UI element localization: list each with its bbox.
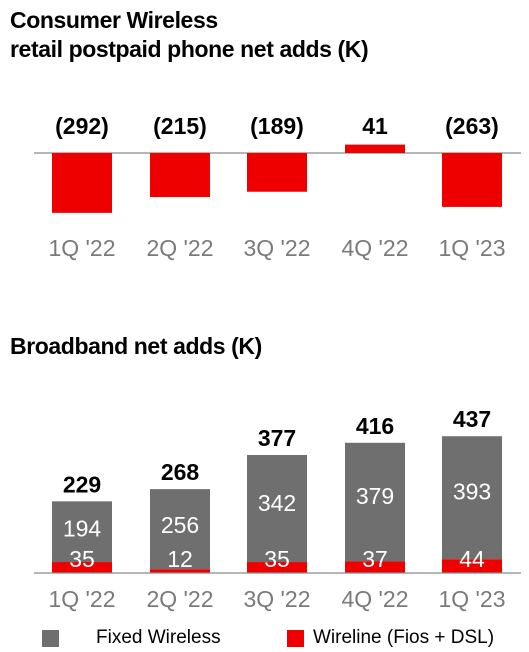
chart2-total-label: 268 bbox=[161, 459, 200, 485]
chart1-title-line2: retail postpaid phone net adds (K) bbox=[10, 36, 369, 62]
chart2-bar-wireline bbox=[52, 562, 112, 573]
legend-swatch-wireline bbox=[287, 630, 304, 647]
chart1-category-label: 1Q '22 bbox=[48, 235, 115, 261]
chart2-fixed-wireless-label: 256 bbox=[161, 512, 199, 538]
chart2-wireline-label: 37 bbox=[362, 546, 388, 572]
chart2-bar-fixed-wireless bbox=[150, 489, 210, 570]
chart2-total-label: 377 bbox=[258, 425, 296, 451]
chart1-category-label: 3Q '22 bbox=[243, 235, 310, 261]
chart2-category-label: 3Q '22 bbox=[243, 586, 310, 612]
chart2-total-label: 416 bbox=[356, 413, 394, 439]
chart2-bar-fixed-wireless bbox=[52, 501, 112, 563]
chart1-bar bbox=[442, 153, 502, 207]
chart2-title: Broadband net adds (K) bbox=[10, 333, 262, 359]
chart2-fixed-wireless-label: 379 bbox=[356, 483, 394, 509]
chart1-bar bbox=[345, 144, 405, 153]
chart1-title: Consumer Wireless retail postpaid phone … bbox=[10, 6, 369, 64]
chart2-bar-wireline bbox=[345, 561, 405, 573]
chart2-total-label: 437 bbox=[453, 406, 491, 432]
chart2-bar-wireline bbox=[442, 559, 502, 573]
chart2-wireline-label: 35 bbox=[69, 546, 95, 572]
chart2-bar-fixed-wireless bbox=[345, 442, 405, 562]
chart1-value-label: (215) bbox=[153, 113, 207, 139]
chart1-bar bbox=[150, 153, 210, 198]
legend-label-wireline: Wireline (Fios + DSL) bbox=[313, 627, 495, 648]
chart1-value-label: (189) bbox=[250, 113, 304, 139]
chart2-fixed-wireless-label: 342 bbox=[258, 490, 296, 516]
chart1-category-label: 1Q '23 bbox=[438, 235, 505, 261]
chart2-total-label: 229 bbox=[63, 471, 101, 497]
chart2-wireline-label: 44 bbox=[459, 546, 485, 572]
chart2-bar-wireline bbox=[150, 569, 210, 573]
chart1-value-label: (263) bbox=[445, 113, 499, 139]
legend-swatch-fixed-wireless bbox=[42, 630, 59, 647]
chart1-bar bbox=[247, 153, 307, 192]
chart1-bar bbox=[52, 153, 112, 213]
chart2-wireline-label: 12 bbox=[167, 546, 193, 572]
chart2-bar-fixed-wireless bbox=[247, 454, 307, 563]
chart2-fixed-wireless-label: 194 bbox=[63, 516, 102, 542]
legend-label-fixed-wireless: Fixed Wireless bbox=[96, 627, 221, 648]
chart2-category-label: 4Q '22 bbox=[341, 586, 408, 612]
chart2-bar-wireline bbox=[247, 562, 307, 573]
chart2-bar-fixed-wireless bbox=[442, 436, 502, 560]
chart2-category-label: 1Q '22 bbox=[48, 586, 115, 612]
chart2-category-label: 2Q '22 bbox=[146, 586, 213, 612]
chart1-category-label: 2Q '22 bbox=[146, 235, 213, 261]
chart2-wireline-label: 35 bbox=[264, 546, 290, 572]
chart1-value-label: (292) bbox=[55, 113, 109, 139]
chart2-fixed-wireless-label: 393 bbox=[453, 479, 491, 505]
chart1-category-label: 4Q '22 bbox=[341, 235, 408, 261]
chart1-value-label: 41 bbox=[362, 113, 388, 139]
chart2-category-label: 1Q '23 bbox=[438, 586, 505, 612]
chart1-title-line1: Consumer Wireless bbox=[10, 7, 218, 33]
